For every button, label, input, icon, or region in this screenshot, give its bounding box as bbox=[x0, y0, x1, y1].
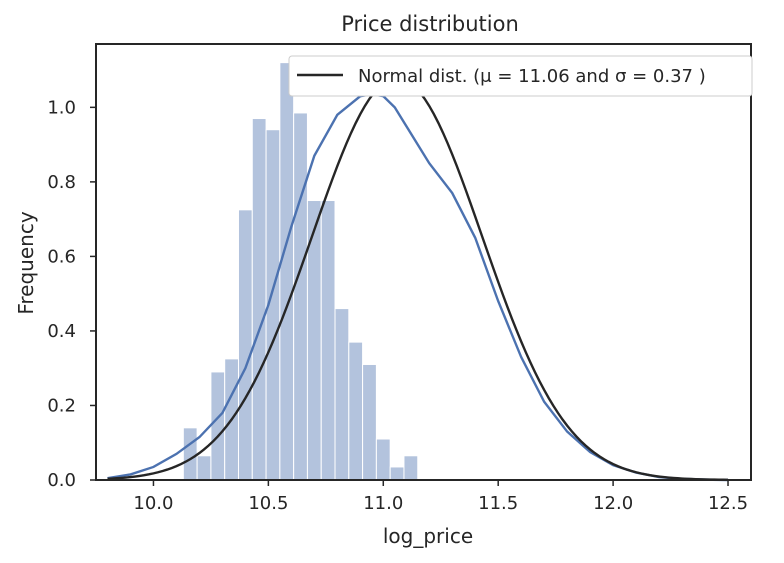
normal-fit-curve bbox=[107, 76, 729, 481]
histogram-bars bbox=[182, 62, 419, 481]
y-tick-label: 0.6 bbox=[47, 246, 76, 267]
plot-frame bbox=[95, 43, 752, 481]
histogram-bar bbox=[348, 341, 364, 481]
x-axis-label: log_price bbox=[383, 524, 473, 548]
y-tick-label: 0.2 bbox=[47, 395, 76, 416]
histogram-bar bbox=[403, 455, 419, 481]
kde-curve bbox=[107, 93, 729, 482]
y-tick-label: 0.8 bbox=[47, 172, 76, 193]
histogram-bar bbox=[182, 427, 198, 481]
y-axis-label: Frequency bbox=[14, 211, 38, 314]
x-tick-label: 12.5 bbox=[708, 493, 748, 514]
histogram-bar bbox=[334, 308, 350, 481]
x-tick-label: 11.0 bbox=[363, 493, 403, 514]
histogram-bar bbox=[320, 200, 336, 481]
x-tick-label: 11.5 bbox=[478, 493, 518, 514]
x-tick-label: 12.0 bbox=[593, 493, 633, 514]
y-tick-label: 0.0 bbox=[47, 470, 76, 491]
y-axis-ticks: 0.0 0.2 0.4 0.6 0.8 1.0 bbox=[47, 97, 96, 491]
histogram-bar bbox=[293, 112, 308, 481]
x-tick-label: 10.0 bbox=[133, 493, 173, 514]
x-axis-ticks: 10.0 10.5 11.0 11.5 12.0 12.5 bbox=[133, 480, 748, 514]
histogram-bar bbox=[237, 209, 253, 481]
histogram-bar bbox=[196, 455, 212, 481]
histogram-bar bbox=[210, 371, 226, 481]
histogram-bar bbox=[375, 438, 391, 481]
histogram-bar bbox=[362, 363, 377, 481]
chart-title: Price distribution bbox=[341, 12, 519, 36]
legend: Normal dist. (μ = 11.06 and σ = 0.37 ) bbox=[288, 55, 753, 97]
x-tick-label: 10.5 bbox=[248, 493, 288, 514]
y-tick-label: 0.4 bbox=[47, 321, 76, 342]
histogram-bar bbox=[389, 466, 405, 481]
legend-box bbox=[288, 55, 753, 97]
histogram-bar bbox=[251, 118, 267, 481]
curves bbox=[107, 76, 729, 482]
histogram-bar bbox=[279, 62, 295, 481]
y-tick-label: 1.0 bbox=[47, 97, 76, 118]
legend-label-normal: Normal dist. (μ = 11.06 and σ = 0.37 ) bbox=[358, 66, 706, 87]
